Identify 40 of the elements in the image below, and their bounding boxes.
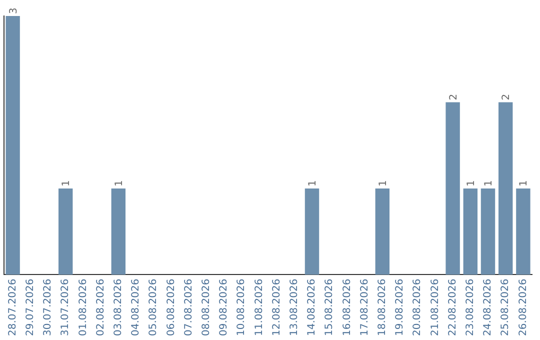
data-label: 1 xyxy=(378,180,389,186)
data-label: 1 xyxy=(484,180,494,186)
x-tick-label: 01.08.2026 xyxy=(78,278,89,336)
x-tick-label: 04.08.2026 xyxy=(130,278,142,336)
x-tick-label: 22.08.2026 xyxy=(447,278,458,336)
x-tick-label: 11.08.2026 xyxy=(254,278,265,336)
x-tick-label: 15.08.2026 xyxy=(324,278,336,336)
x-tick-label: 17.08.2026 xyxy=(359,278,370,336)
x-tick-label: 05.08.2026 xyxy=(148,278,160,336)
x-tick-label: 30.07.2026 xyxy=(42,278,54,336)
x-tick-label: 06.08.2026 xyxy=(166,278,177,336)
x-tick-label: 12.08.2026 xyxy=(271,278,282,336)
data-label: 1 xyxy=(308,180,318,186)
x-tick-label: 02.08.2026 xyxy=(95,278,106,336)
data-label: 2 xyxy=(501,94,512,100)
data-label: 1 xyxy=(114,180,125,186)
x-tick-label: 16.08.2026 xyxy=(342,278,353,336)
x-tick-label: 18.08.2026 xyxy=(376,278,388,336)
x-tick-label: 28.07.2026 xyxy=(7,278,18,336)
x-tick-label: 21.08.2026 xyxy=(430,278,441,336)
x-tick-label: 14.08.2026 xyxy=(306,278,318,336)
x-tick-label: 25.08.2026 xyxy=(500,278,512,336)
x-tick-label: 08.08.2026 xyxy=(200,278,212,336)
data-label: 2 xyxy=(448,94,460,100)
x-tick-label: 24.08.2026 xyxy=(482,278,494,336)
data-label: 1 xyxy=(61,180,72,186)
x-tick-label: 26.08.2026 xyxy=(518,278,529,336)
x-tick-label: 31.07.2026 xyxy=(60,278,72,336)
x-tick-label: 07.08.2026 xyxy=(183,278,194,336)
x-tick-label: 09.08.2026 xyxy=(218,278,230,336)
x-tick-label: 10.08.2026 xyxy=(236,278,248,336)
data-label: 1 xyxy=(518,180,530,186)
x-tick-label: 29.07.2026 xyxy=(24,278,36,336)
data-label: 1 xyxy=(466,180,477,186)
data-label: 3 xyxy=(8,8,20,14)
x-tick-label: 19.08.2026 xyxy=(394,278,406,336)
x-tick-label: 20.08.2026 xyxy=(412,278,424,336)
x-tick-label: 03.08.2026 xyxy=(112,278,124,336)
x-tick-label: 13.08.2026 xyxy=(288,278,300,336)
x-tick-label: 23.08.2026 xyxy=(464,278,476,336)
